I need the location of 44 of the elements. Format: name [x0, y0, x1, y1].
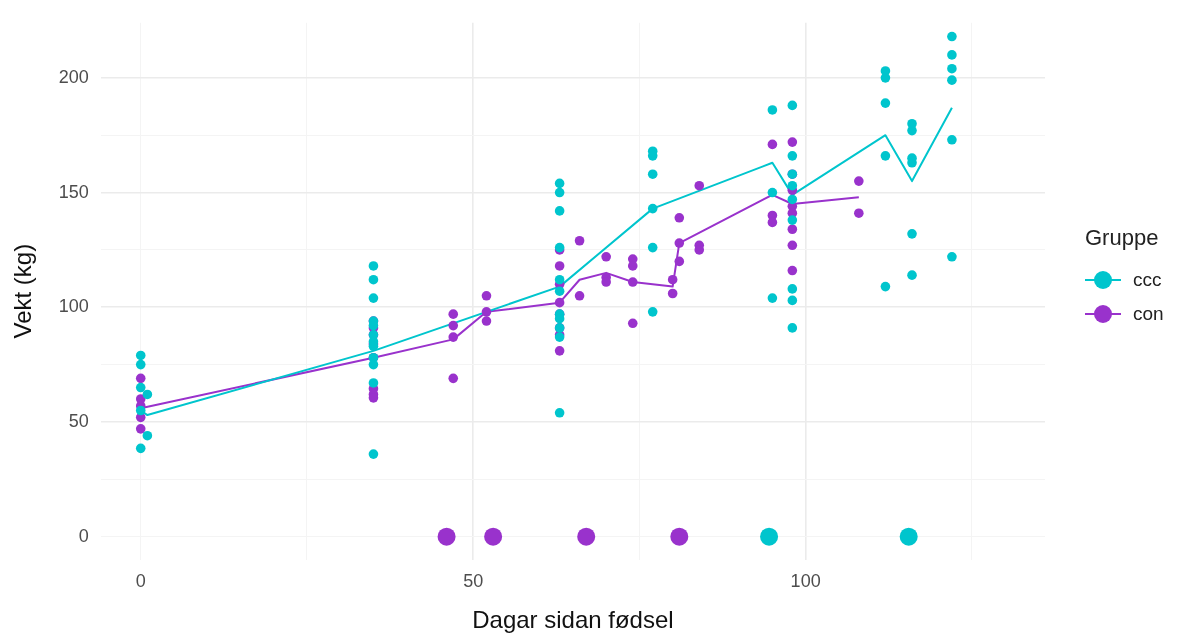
x-axis-title: Dagar sidan fødsel: [472, 606, 674, 634]
point: [694, 180, 705, 191]
x-tick-label: 50: [463, 571, 484, 592]
point: [448, 332, 459, 342]
point: [481, 307, 492, 317]
point: [554, 261, 565, 271]
point: [674, 256, 685, 267]
point: [787, 240, 798, 251]
point: [554, 346, 565, 356]
point: [574, 290, 585, 301]
point: [627, 277, 638, 287]
point: [448, 373, 459, 384]
y-tick-label: 150: [58, 181, 89, 202]
legend-label: con: [1133, 303, 1164, 325]
point: [674, 238, 685, 248]
point: [767, 139, 778, 150]
point: [481, 290, 492, 301]
y-axis-title: Vekt (kg): [9, 243, 37, 339]
point: [627, 261, 638, 271]
point: [667, 288, 678, 299]
point: [787, 137, 798, 147]
point: [135, 424, 146, 434]
point: [787, 224, 798, 235]
point: [135, 373, 146, 384]
point: [574, 235, 585, 246]
point: [448, 320, 459, 331]
point: [667, 274, 678, 285]
point: [854, 208, 864, 218]
y-tick-label: 50: [68, 410, 89, 431]
point: [554, 297, 565, 308]
y-tick-label: 100: [58, 296, 89, 317]
y-tick-label: 200: [58, 66, 89, 87]
y-tick-label: 0: [78, 525, 89, 546]
point: [854, 176, 864, 186]
x-tick-label: 100: [790, 571, 821, 592]
point: [674, 212, 685, 223]
point: [481, 316, 492, 326]
point: [787, 265, 798, 276]
x-tick-label: 0: [135, 571, 146, 592]
legend-label: ccc: [1133, 269, 1162, 291]
point: [627, 318, 638, 329]
legend-title: Gruppe: [1085, 225, 1160, 251]
point: [601, 251, 611, 262]
point: [448, 309, 459, 319]
